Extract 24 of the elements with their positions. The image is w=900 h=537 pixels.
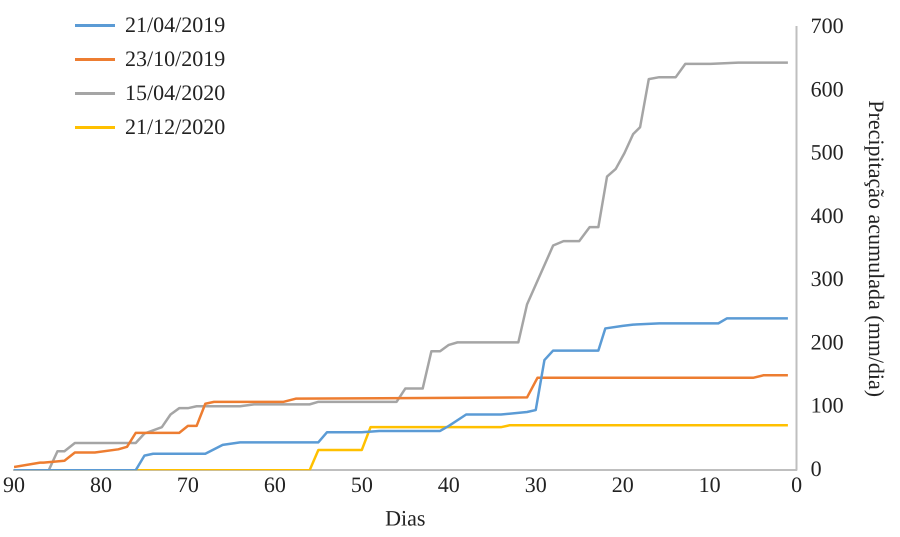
y-tick-label: 500: [810, 140, 844, 165]
x-tick-label: 0: [791, 472, 802, 498]
x-axis-title: Dias: [385, 506, 426, 531]
y-tick-label: 600: [810, 76, 844, 102]
x-tick-label: 40: [438, 472, 460, 498]
y-tick-label: 300: [810, 266, 844, 292]
x-tick-label: 30: [524, 472, 547, 498]
x-tick-label: 10: [698, 472, 721, 498]
x-tick-label: 20: [612, 472, 634, 498]
y-tick-label: 0: [810, 456, 822, 481]
legend-label: 15/04/2020: [125, 79, 226, 107]
x-tick-label: 90: [3, 472, 25, 498]
legend-label: 21/04/2019: [125, 11, 226, 39]
x-tick-label: 80: [90, 472, 112, 498]
y-axis-title: Precipitação acumulada (mm/dia): [864, 100, 890, 398]
y-tick-label: 700: [810, 12, 844, 38]
x-tick-label: 70: [176, 472, 199, 498]
legend-label: 23/10/2019: [125, 45, 226, 73]
x-tick-label: 60: [264, 472, 286, 498]
legend-label: 21/12/2020: [125, 113, 226, 141]
y-tick-label: 100: [810, 392, 844, 418]
x-tick-label: 50: [350, 472, 373, 498]
y-tick-label: 400: [810, 202, 844, 228]
y-tick-label: 200: [810, 329, 844, 354]
